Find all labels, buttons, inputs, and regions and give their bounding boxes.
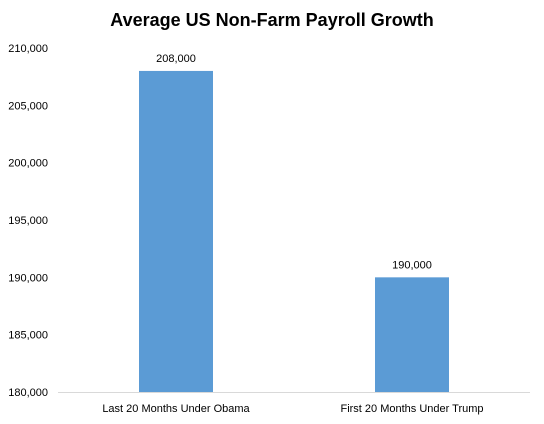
bars (139, 70, 449, 392)
data-labels: 208,000 190,000 (156, 53, 432, 271)
y-tick-label: 200,000 (8, 158, 48, 170)
y-tick-label: 195,000 (8, 215, 48, 227)
data-label: 208,000 (156, 53, 196, 65)
chart-title: Average US Non-Farm Payroll Growth (110, 10, 434, 30)
data-label: 190,000 (392, 259, 432, 271)
y-tick-label: 210,000 (8, 43, 48, 55)
y-tick-label: 185,000 (8, 330, 48, 342)
x-tick-label: Last 20 Months Under Obama (102, 403, 250, 415)
bar-1 (375, 277, 449, 392)
x-axis-ticks: Last 20 Months Under Obama First 20 Month… (102, 403, 483, 415)
x-tick-label: First 20 Months Under Trump (340, 403, 483, 415)
y-tick-label: 205,000 (8, 100, 48, 112)
y-axis-ticks: 180,000 185,000 190,000 195,000 200,000 205,0… (8, 43, 48, 399)
y-tick-label: 190,000 (8, 272, 48, 284)
bar-0 (139, 70, 213, 392)
y-tick-label: 180,000 (8, 387, 48, 399)
